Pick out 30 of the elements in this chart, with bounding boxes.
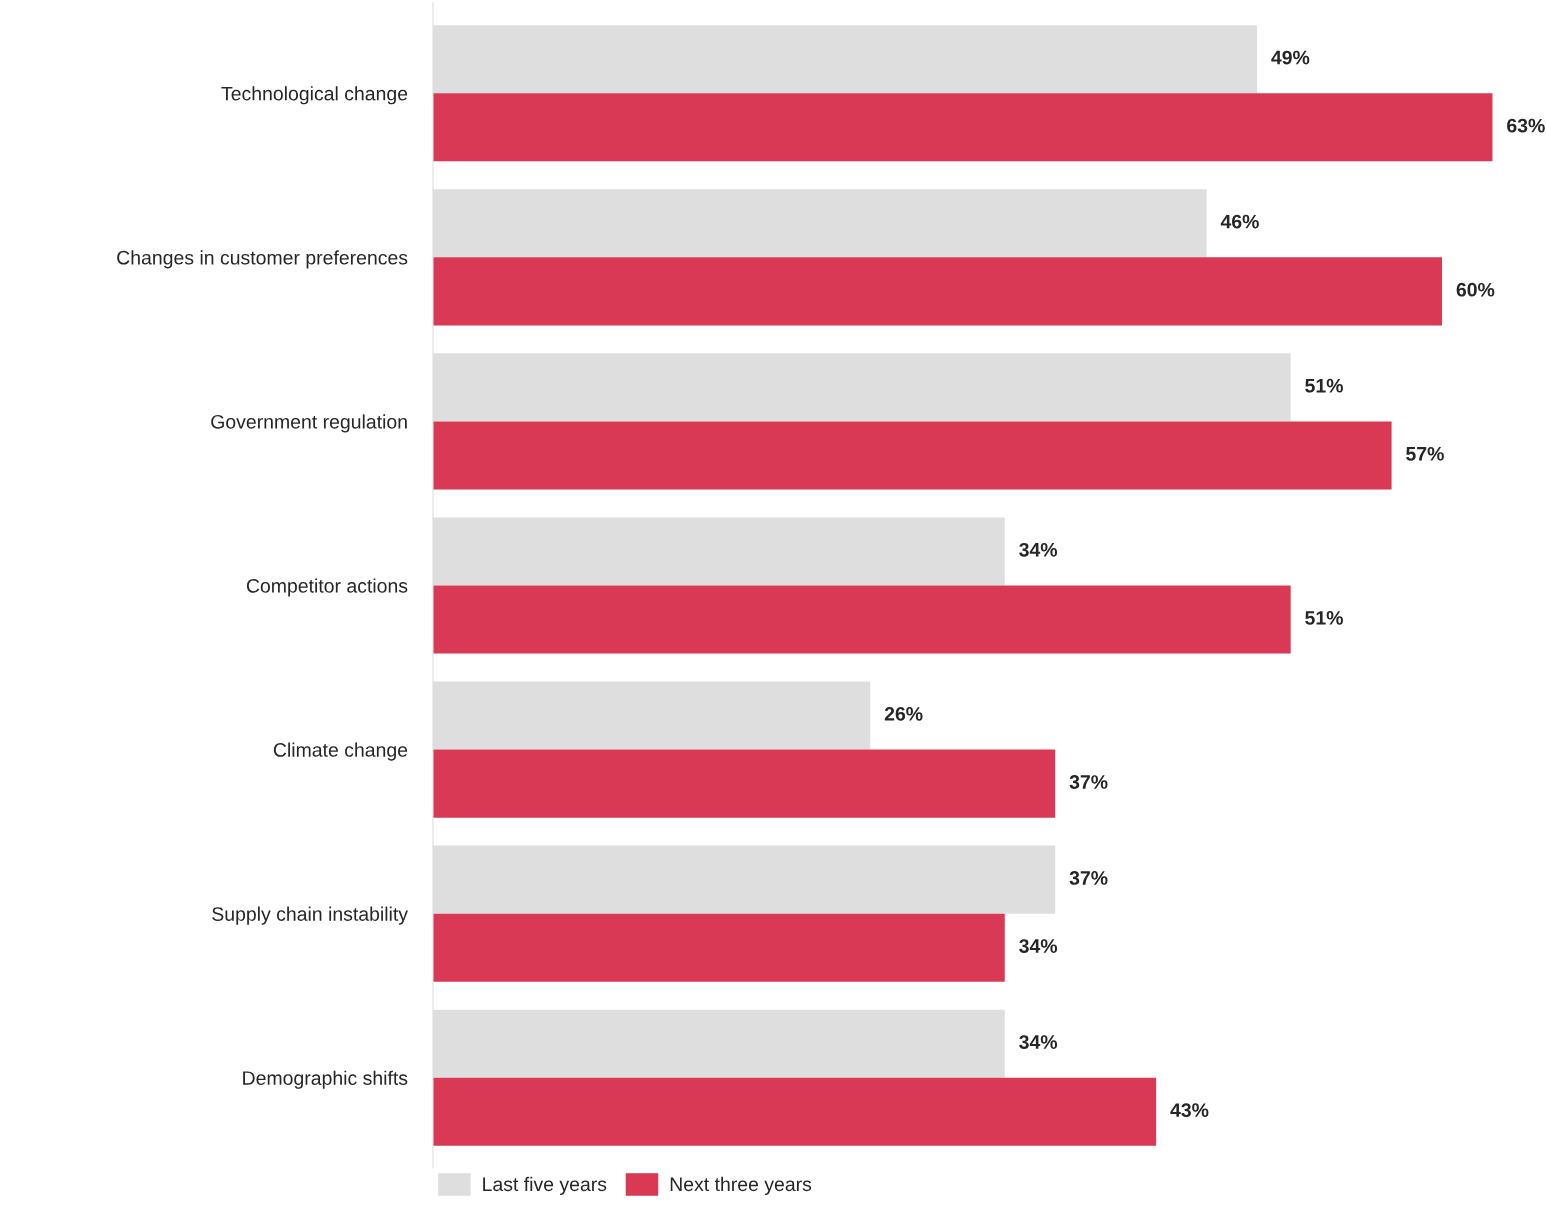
- y-tick-label: Supply chain instability: [212, 906, 408, 925]
- y-tick-label: Changes in customer preferences: [117, 250, 408, 269]
- bar: [433, 749, 1056, 818]
- data-label: 37%: [1069, 775, 1108, 789]
- data-label: 63%: [1507, 118, 1545, 133]
- data-label: 34%: [1019, 542, 1058, 557]
- legend-label: Last five years: [483, 1176, 607, 1195]
- bar: [433, 585, 1291, 654]
- data-label: 37%: [1069, 871, 1108, 885]
- y-tick-label: Demographic shifts: [243, 1070, 408, 1089]
- bar: [433, 93, 1493, 162]
- data-label: 46%: [1220, 214, 1259, 229]
- data-label: 51%: [1305, 378, 1343, 393]
- bar: [433, 1077, 1157, 1146]
- data-label: 34%: [1019, 939, 1058, 953]
- bar: [433, 421, 1392, 490]
- y-tick-label: Technological change: [221, 86, 408, 105]
- bar: [433, 913, 1005, 982]
- y-tick-label: Government regulation: [211, 414, 407, 433]
- data-label: 51%: [1305, 611, 1343, 625]
- data-label: 34%: [1019, 1035, 1058, 1049]
- legend-label: Next three years: [670, 1176, 812, 1195]
- data-label: 43%: [1170, 1103, 1209, 1118]
- y-tick-label: Climate change: [273, 742, 408, 761]
- data-label: 26%: [884, 706, 923, 721]
- data-label: 57%: [1406, 446, 1444, 461]
- bar: [433, 257, 1443, 326]
- data-label: 60%: [1456, 282, 1495, 297]
- y-tick-label: Competitor actions: [246, 578, 408, 597]
- data-label: 49%: [1271, 50, 1310, 65]
